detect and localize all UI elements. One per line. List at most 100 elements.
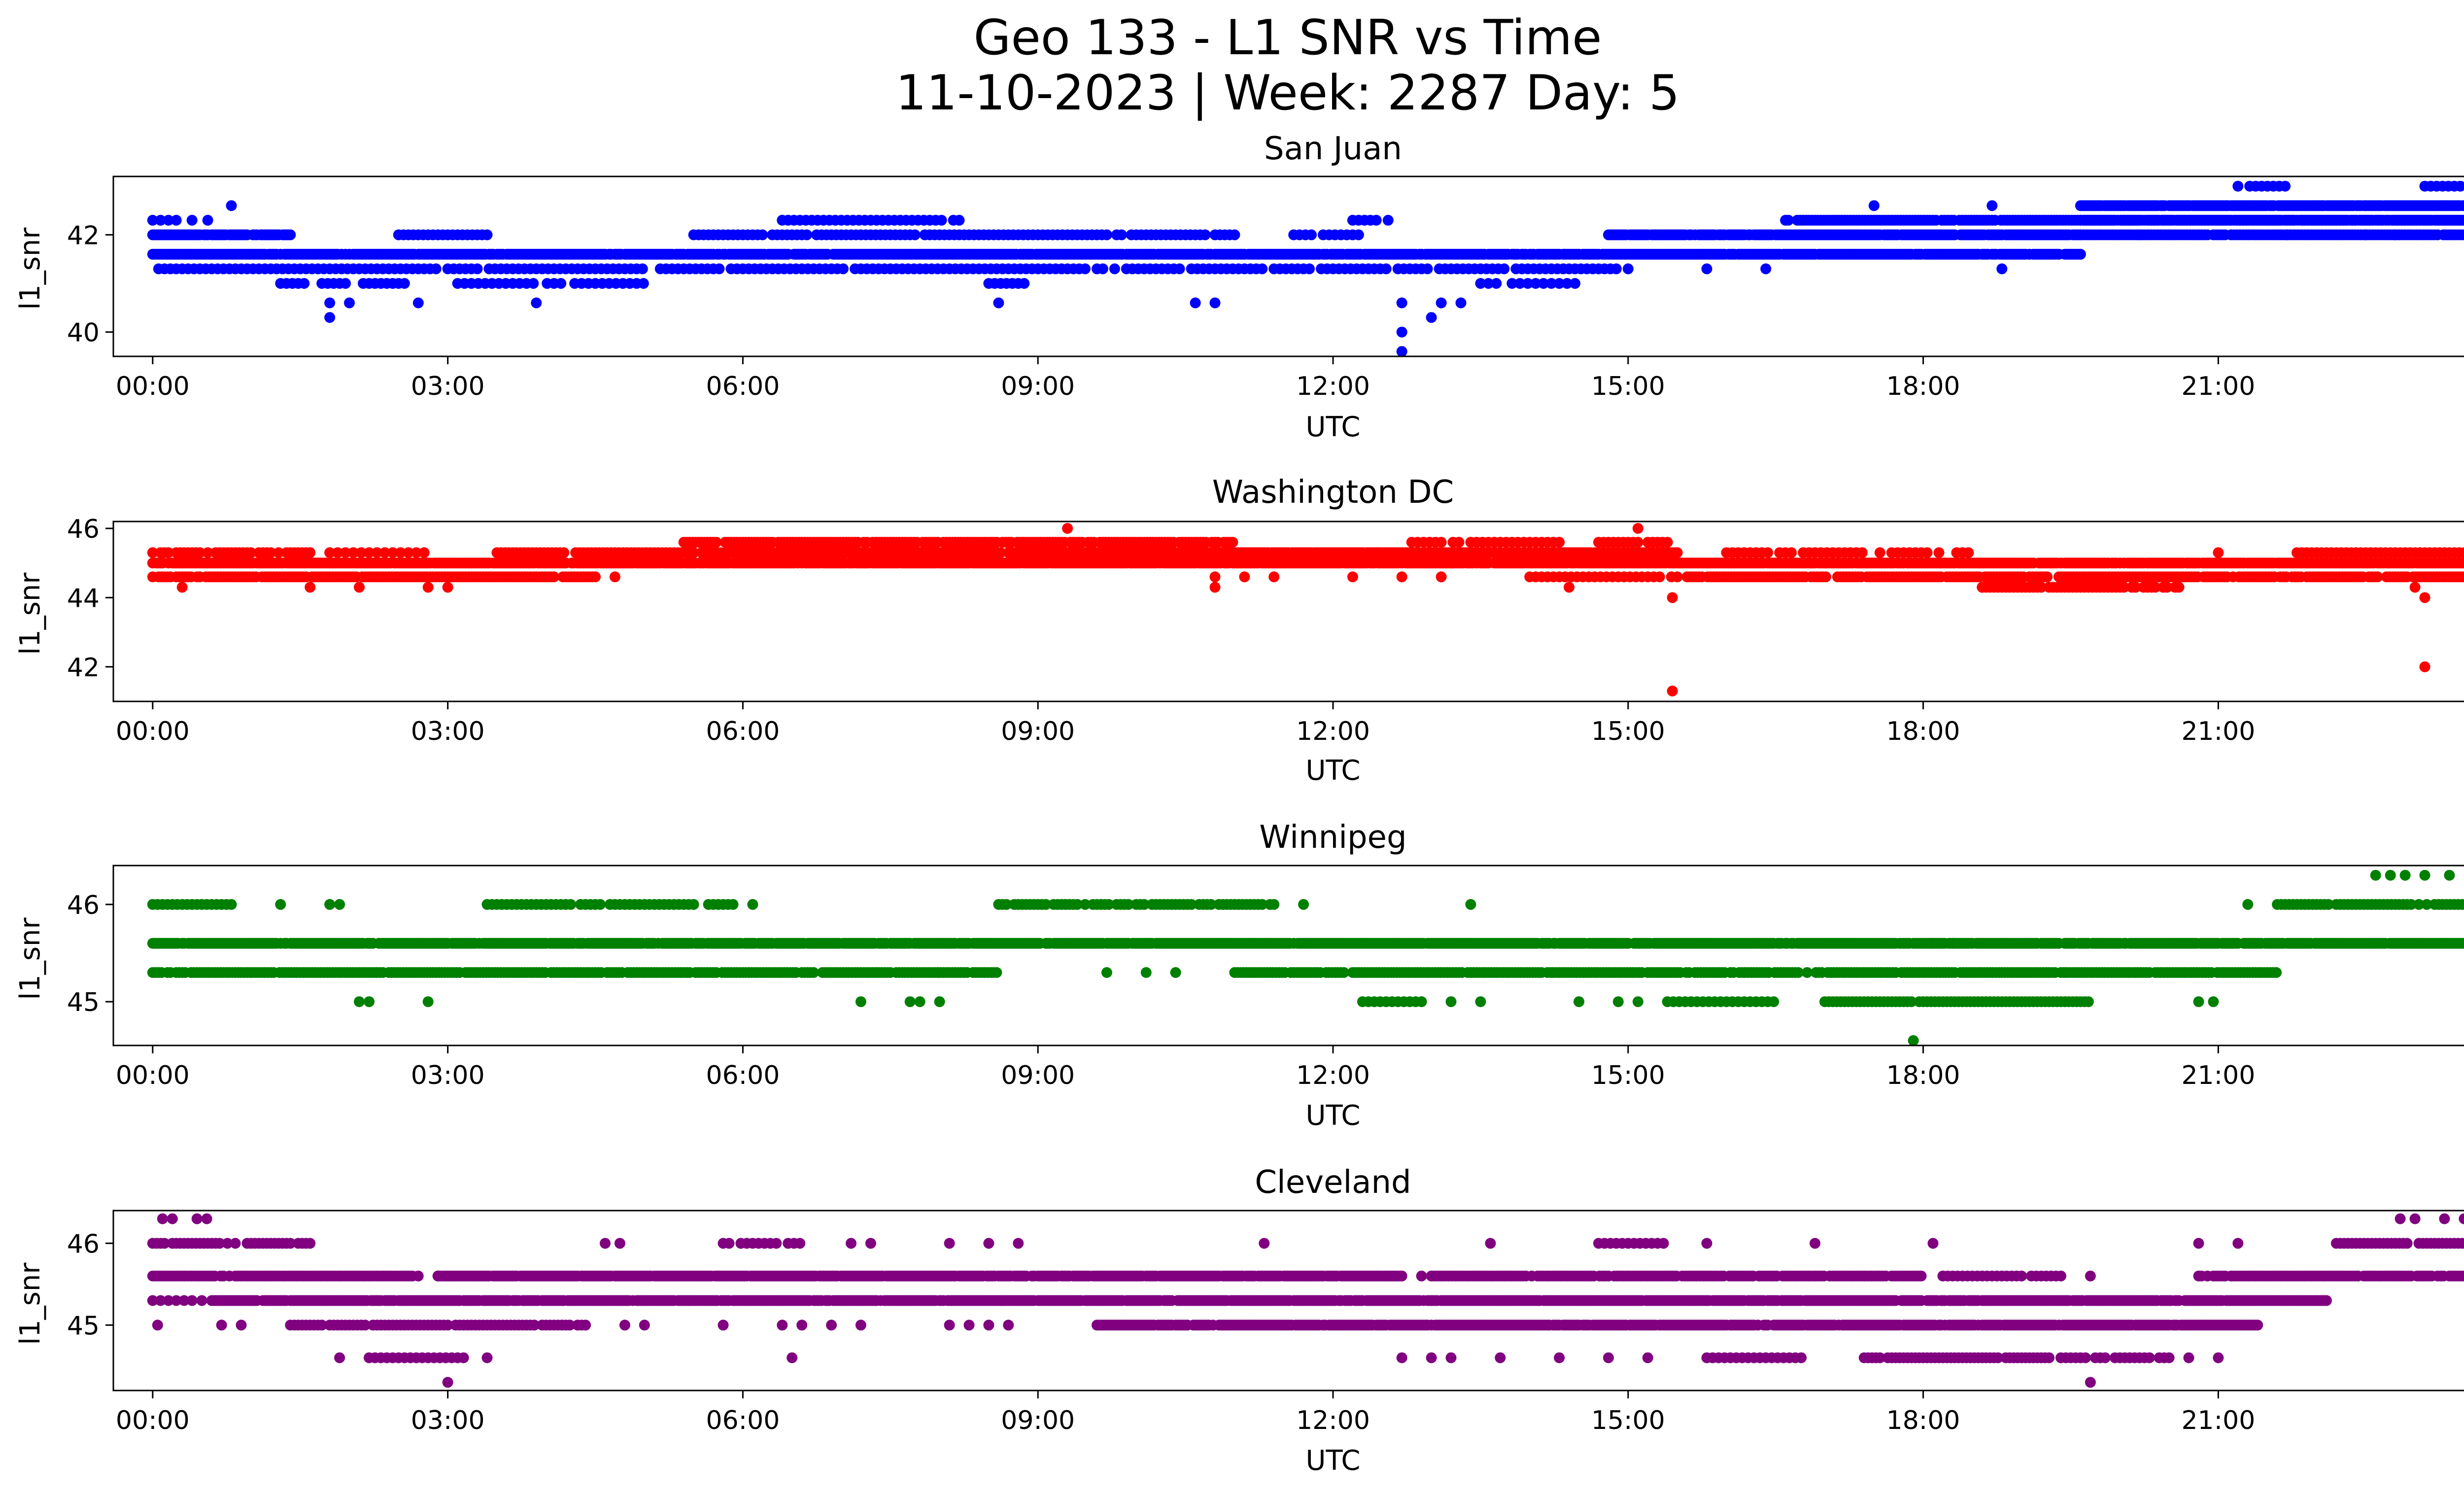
x-tick-label: 12:00 (1296, 372, 1370, 401)
data-point (1080, 263, 1091, 275)
data-point (2282, 229, 2293, 241)
y-tick-label: 40 (67, 318, 100, 348)
data-point (2232, 180, 2244, 192)
scatter-points (147, 523, 2464, 696)
data-point (909, 229, 921, 241)
data-point (2134, 229, 2145, 241)
data-point (1662, 537, 1673, 548)
data-point (1874, 547, 1885, 558)
x-tick-label: 00:00 (116, 372, 190, 401)
panel-washington-dc: Washington DC 00:00 03:00 06:00 09:00 12:00 1… (14, 474, 2464, 787)
panel-title: Washington DC (1212, 474, 1454, 511)
data-point (226, 200, 237, 211)
data-point (1701, 263, 1712, 275)
data-point (418, 547, 430, 558)
data-point (1453, 537, 1465, 548)
data-point (1109, 263, 1120, 275)
data-point (2075, 248, 2086, 260)
data-point (528, 278, 539, 289)
data-point (1229, 229, 1240, 241)
data-point (1499, 263, 1510, 275)
data-point (186, 214, 198, 226)
data-point (1019, 278, 1030, 289)
data-point (1382, 214, 1394, 226)
data-point (1672, 571, 1683, 583)
data-point (1491, 278, 1502, 289)
data-point (757, 229, 768, 241)
data-point (344, 297, 355, 309)
data-point (472, 263, 483, 275)
scatter-points (147, 180, 2464, 357)
data-point (1632, 523, 1643, 534)
data-point (1554, 537, 1565, 548)
data-point (1996, 263, 2008, 275)
data-point (2042, 571, 2053, 583)
data-point (2360, 229, 2371, 241)
data-point (1963, 547, 1974, 558)
data-point (1632, 537, 1643, 548)
data-point (1426, 312, 1437, 323)
data-point (1672, 547, 1683, 558)
x-tick-label: 15:00 (1591, 372, 1665, 401)
data-point (305, 547, 316, 558)
data-point (590, 571, 601, 583)
data-point (1654, 571, 1665, 583)
figure-title-line1: Geo 133 - L1 SNR vs Time (974, 10, 1602, 66)
x-tick-label: 18:00 (1886, 372, 1960, 401)
data-point (1820, 571, 1831, 583)
data-point (1396, 326, 1407, 338)
data-point (1174, 263, 1185, 275)
data-point (1455, 297, 1467, 309)
data-point (285, 229, 296, 241)
data-point (1199, 229, 1211, 241)
data-point (1622, 263, 1634, 275)
data-point (1062, 523, 1073, 534)
data-point (1304, 263, 1315, 275)
data-point (1422, 263, 1433, 275)
data-point (555, 278, 567, 289)
data-point (1986, 200, 1998, 211)
data-point (324, 297, 336, 309)
data-point (430, 263, 442, 275)
x-axis-label: UTC (1305, 411, 1360, 443)
data-point (1190, 297, 1201, 309)
data-point (1786, 547, 1797, 558)
data-point (2280, 180, 2291, 192)
data-point (1396, 297, 1407, 309)
data-point (1209, 297, 1221, 309)
data-point (993, 297, 1004, 309)
data-point (1667, 592, 1678, 603)
x-tick-label: 03:00 (411, 372, 485, 401)
data-point (1380, 263, 1392, 275)
data-point (1353, 229, 1364, 241)
data-point (531, 297, 542, 309)
data-point (1306, 229, 1317, 241)
y-axis-label: l1_snr (14, 227, 46, 310)
data-point (1610, 263, 1622, 275)
data-point (1856, 547, 1868, 558)
data-point (801, 229, 813, 241)
data-point (2419, 661, 2430, 672)
data-point (1762, 547, 1774, 558)
data-point (1436, 537, 1447, 548)
data-point (838, 263, 849, 275)
data-point (637, 263, 648, 275)
data-point (202, 214, 213, 226)
data-point (399, 278, 410, 289)
x-tick-label: 06:00 (706, 372, 780, 401)
data-point (558, 547, 570, 558)
data-point (1570, 278, 1580, 289)
data-point (2419, 592, 2430, 603)
data-point (324, 312, 336, 323)
data-point (2390, 229, 2401, 241)
data-point (1097, 263, 1108, 275)
data-point (1868, 200, 1880, 211)
data-point (481, 229, 493, 241)
data-point (1396, 346, 1407, 357)
x-tick-label: 21:00 (2181, 372, 2255, 401)
data-point (638, 278, 649, 289)
data-point (1116, 229, 1127, 241)
data-point (1933, 547, 1945, 558)
data-point (1667, 685, 1678, 696)
